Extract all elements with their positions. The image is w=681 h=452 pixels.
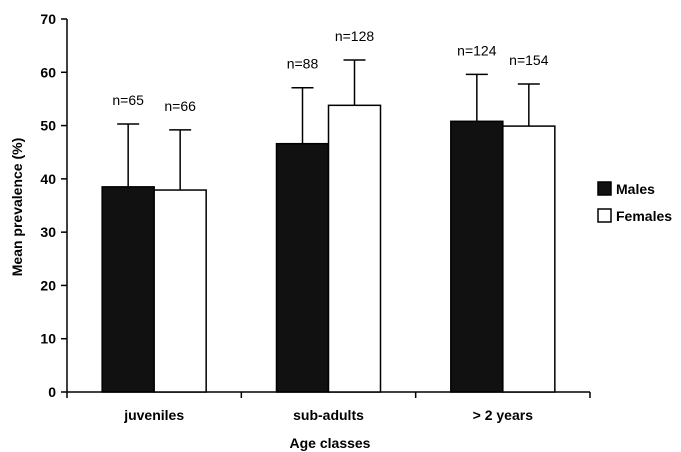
sample-size-label: n=124 — [457, 42, 497, 58]
sample-size-label: n=154 — [509, 52, 549, 68]
y-tick-label: 70 — [40, 11, 56, 27]
bar-females — [153, 189, 207, 393]
sample-size-label: n=66 — [164, 98, 196, 114]
legend-label-males: Males — [616, 181, 655, 197]
x-axis-title: Age classes — [290, 435, 371, 451]
bar-females — [502, 125, 556, 393]
x-axis: juveniles sub-adults > 2 years — [66, 391, 591, 423]
y-tick-label: 30 — [40, 224, 56, 240]
bar-males — [275, 142, 330, 393]
x-tick-label: > 2 years — [473, 407, 534, 423]
sample-size-label: n=65 — [112, 92, 144, 108]
legend-swatch-males — [597, 181, 612, 196]
sample-size-label: n=88 — [287, 56, 319, 72]
sample-size-labels: n=65 n=88 n=124 n=66 n=128 n=154 — [112, 28, 548, 114]
y-tick-label: 50 — [40, 118, 56, 134]
bars — [101, 104, 556, 393]
y-tick-label: 60 — [40, 64, 56, 80]
legend-swatch-females — [597, 208, 612, 223]
legend: Males Females — [597, 181, 672, 224]
legend-label-females: Females — [616, 208, 672, 224]
y-axis: 0 10 20 30 40 50 60 70 — [40, 11, 68, 400]
error-bars — [117, 59, 540, 191]
y-tick-label: 20 — [40, 277, 56, 293]
bar-males — [101, 186, 155, 393]
x-tick-label: juveniles — [123, 407, 184, 423]
sample-size-label: n=128 — [335, 28, 375, 44]
y-tick-label: 40 — [40, 171, 56, 187]
bar-females — [327, 104, 382, 393]
bar-males — [450, 120, 504, 393]
y-tick-label: 0 — [48, 384, 56, 400]
y-tick-label: 10 — [40, 331, 56, 347]
y-axis-title: Mean prevalence (%) — [9, 138, 25, 277]
x-tick-label: sub-adults — [293, 407, 364, 423]
